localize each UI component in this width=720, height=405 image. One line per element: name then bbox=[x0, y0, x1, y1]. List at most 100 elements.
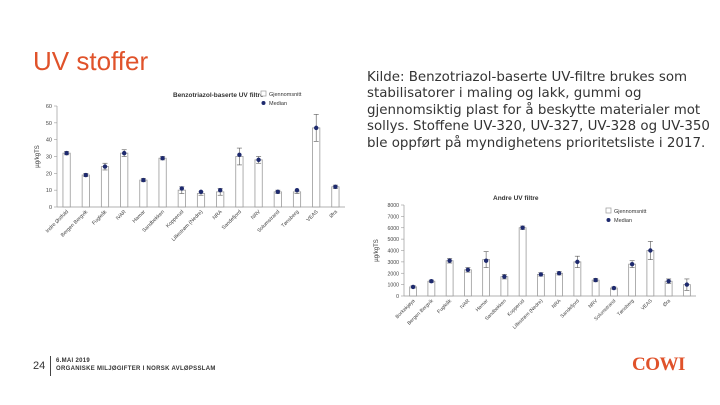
bar bbox=[158, 157, 167, 208]
legend-swatch-median bbox=[606, 218, 611, 222]
median-point bbox=[648, 248, 653, 253]
median-point bbox=[237, 152, 242, 158]
y-tick-label: 30 bbox=[46, 155, 52, 161]
category-label: IVAR bbox=[115, 209, 128, 222]
category-label: Fugleåk bbox=[436, 297, 454, 315]
median-point bbox=[410, 284, 416, 290]
legend-label-mean: Gjennomsnitt bbox=[269, 92, 302, 98]
y-tick-label: 7000 bbox=[387, 214, 399, 220]
category-label: NRV bbox=[587, 298, 599, 310]
median-point bbox=[447, 258, 452, 263]
bar bbox=[628, 263, 636, 297]
source-description: Kilde: Benzotriazol-baserte UV-filtre br… bbox=[367, 70, 710, 151]
bar bbox=[518, 227, 527, 297]
y-tick-label: 10 bbox=[46, 188, 52, 194]
y-tick-label: 3000 bbox=[387, 260, 399, 266]
median-point bbox=[502, 274, 507, 279]
median-point bbox=[314, 125, 319, 131]
category-label: Tønsberg bbox=[616, 298, 636, 318]
y-tick-label: 2000 bbox=[387, 271, 399, 277]
median-point bbox=[160, 155, 165, 161]
page-number: 24 bbox=[33, 360, 46, 372]
y-axis-label: µg/kgTS bbox=[374, 239, 380, 261]
category-label: Øra bbox=[662, 298, 672, 308]
bar bbox=[139, 179, 148, 208]
median-point bbox=[520, 225, 525, 230]
bar bbox=[100, 166, 110, 208]
y-tick-label: 8000 bbox=[387, 203, 399, 209]
bar bbox=[555, 272, 563, 297]
median-point bbox=[218, 187, 223, 193]
median-point bbox=[294, 187, 300, 193]
bar bbox=[254, 159, 263, 208]
bar bbox=[445, 260, 454, 297]
y-tick-label: 4000 bbox=[387, 249, 399, 255]
legend-swatch-mean bbox=[260, 90, 267, 97]
y-tick-label: 60 bbox=[46, 104, 52, 110]
y-tick-label: 6000 bbox=[387, 226, 399, 232]
median-point bbox=[666, 279, 671, 284]
category-label: VEAS bbox=[640, 298, 654, 312]
category-label: IVAR bbox=[459, 298, 472, 311]
chart-title: Benzotriazol-baserte UV filtre bbox=[173, 92, 264, 99]
bar bbox=[273, 191, 282, 208]
category-label: VEAS bbox=[306, 209, 320, 223]
median-point bbox=[83, 172, 88, 178]
footer-date: 6.MAI 2019 bbox=[56, 358, 91, 364]
y-tick-label: 50 bbox=[46, 121, 52, 127]
category-label: Fugleåk bbox=[90, 208, 108, 226]
median-point bbox=[538, 272, 544, 277]
bar bbox=[120, 152, 129, 208]
median-point bbox=[629, 261, 635, 267]
other-uv-chart: Andre UV filtre µg/kgTS 0 1000 2000 3000 4000 5… bbox=[368, 193, 702, 352]
median-point bbox=[593, 277, 598, 283]
legend: Gjennomsnitt Median bbox=[605, 207, 647, 224]
y-tick-label: 1000 bbox=[387, 283, 399, 289]
bar bbox=[331, 186, 340, 208]
y-tick-label: 0 bbox=[49, 205, 52, 211]
y-axis-label: µg/kgTS bbox=[35, 145, 41, 167]
legend-label-median: Median bbox=[269, 101, 287, 107]
category-label: NRA bbox=[212, 209, 224, 221]
chart-title: Andre UV filtre bbox=[493, 195, 539, 202]
median-point bbox=[256, 157, 261, 163]
median-point bbox=[429, 279, 434, 284]
median-point bbox=[198, 189, 204, 195]
median-point bbox=[141, 177, 146, 183]
median-point bbox=[556, 271, 562, 276]
y-tick-label: 0 bbox=[396, 294, 399, 300]
legend-swatch-median bbox=[261, 101, 266, 105]
median-point bbox=[333, 184, 338, 189]
bar bbox=[591, 279, 600, 297]
bar bbox=[500, 276, 509, 297]
median-point bbox=[102, 164, 108, 169]
y-tick-label: 40 bbox=[46, 138, 52, 144]
median-point bbox=[64, 150, 69, 156]
bar bbox=[62, 152, 71, 208]
category-label: Sandefjord bbox=[559, 298, 580, 319]
legend-label-mean: Gjennomsnitt bbox=[614, 209, 647, 215]
median-point bbox=[684, 282, 690, 287]
footer-subtitle: ORGANISKE MILJØGIFTER I NORSK AVLØPSSLAM bbox=[56, 366, 216, 372]
legend-swatch-mean bbox=[605, 207, 612, 214]
bar bbox=[292, 191, 302, 208]
category-label: Tønsberg bbox=[280, 209, 300, 229]
category-label: Øra bbox=[328, 209, 338, 219]
median-point bbox=[465, 267, 471, 273]
median-point bbox=[179, 186, 184, 191]
footer-text: 6.MAI 2019 ORGANISKE MILJØGIFTER I NORSK… bbox=[56, 357, 216, 373]
median-point bbox=[483, 258, 489, 263]
category-label: NRV bbox=[250, 209, 262, 221]
cowi-logo: COWI bbox=[632, 354, 685, 375]
category-label: Hamar bbox=[475, 298, 490, 313]
footer-divider bbox=[50, 356, 51, 376]
bar bbox=[427, 280, 436, 297]
legend: Gjennomsnitt Median bbox=[260, 90, 302, 107]
median-point bbox=[611, 285, 617, 291]
benzotriazol-chart: Benzotriazol-baserte UV filtre µg/kgTS 0 10… bbox=[33, 82, 353, 257]
bar bbox=[81, 174, 90, 208]
y-tick-label: 20 bbox=[46, 171, 52, 177]
category-label: NRA bbox=[551, 298, 563, 310]
legend-label-median: Median bbox=[614, 218, 632, 224]
category-label: Sandefjord bbox=[221, 209, 243, 231]
